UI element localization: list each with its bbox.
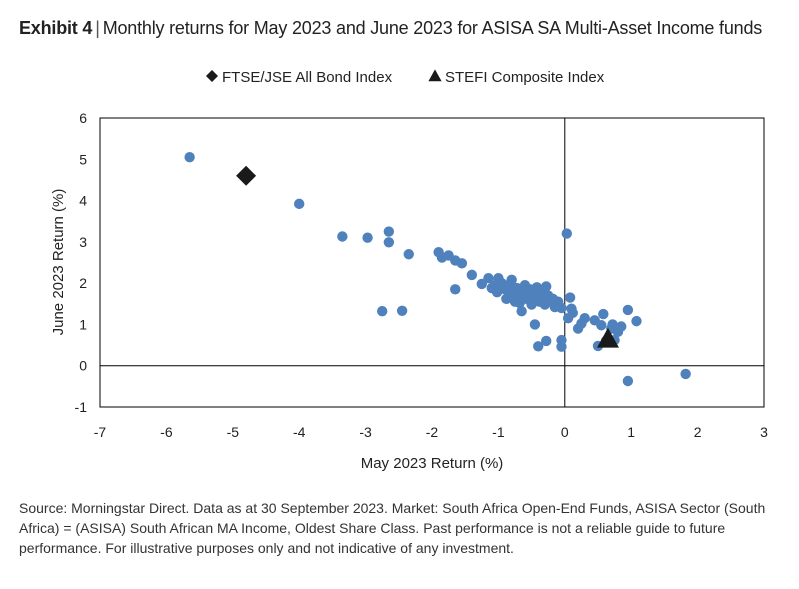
fund-point: [506, 274, 517, 286]
legend-item: FTSE/JSE All Bond Index: [206, 69, 393, 86]
y-tick-label: 6: [79, 110, 87, 126]
stefi-index-point: [596, 327, 619, 348]
x-tick-label: -1: [492, 424, 505, 440]
fund-point: [598, 308, 609, 320]
fund-point: [564, 292, 576, 303]
y-tick-label: 3: [79, 234, 87, 250]
fund-point: [631, 315, 642, 327]
chart-title: Exhibit 4 | Monthly returns for May 2023 a…: [19, 18, 762, 39]
fund-point: [396, 305, 408, 317]
y-tick-label: 1: [79, 316, 87, 332]
y-tick-label: -1: [75, 399, 88, 415]
exhibit-label: Exhibit 4: [19, 18, 93, 38]
x-tick-label: -5: [227, 424, 240, 440]
fund-point: [184, 152, 195, 163]
x-tick-label: -7: [94, 424, 107, 440]
legend-label: FTSE/JSE All Bond Index: [222, 69, 393, 86]
tick-labels: -7 -6 -5 -4 -3 -2 -1 0 1 2 3 -1 0 1 2 3 4 5 6: [75, 110, 769, 440]
fund-point: [466, 269, 478, 281]
axis-lines: [100, 118, 764, 407]
fund-point: [383, 226, 395, 237]
fund-point: [556, 341, 567, 352]
x-axis-label: May 2023 Return (%): [361, 455, 504, 472]
diamond-icon: [206, 70, 218, 82]
fund-point: [294, 198, 305, 210]
legend: FTSE/JSE All Bond Index STEFI Composite I…: [206, 69, 605, 86]
fund-point: [383, 237, 395, 248]
title-text: Monthly returns for May 2023 and June 20…: [102, 18, 763, 38]
x-tick-label: 0: [561, 424, 569, 440]
x-tick-label: 3: [760, 424, 768, 440]
fund-point: [483, 272, 494, 284]
x-tick-label: -6: [160, 424, 173, 440]
x-tick-label: 2: [694, 424, 702, 440]
plot-area-frame: [99, 117, 765, 408]
title-separator: |: [95, 18, 100, 38]
fund-point: [450, 284, 461, 295]
fund-point: [337, 231, 348, 242]
fund-point: [561, 228, 572, 239]
data-points: [184, 152, 691, 387]
y-tick-label: 2: [79, 275, 87, 291]
fund-point: [516, 306, 527, 317]
fund-point: [541, 281, 552, 292]
y-tick-label: 4: [79, 193, 87, 209]
source-footnote: Source: Morningstar Direct. Data as at 3…: [19, 500, 766, 556]
fund-point: [362, 232, 373, 243]
fund-point: [529, 319, 541, 330]
x-tick-label: 1: [627, 424, 635, 440]
fund-point: [616, 321, 627, 332]
triangle-icon: [428, 69, 442, 82]
y-axis-label: June 2023 Return (%): [50, 189, 67, 336]
fund-point: [403, 249, 414, 260]
fund-point: [622, 375, 634, 387]
fund-point: [377, 306, 388, 317]
fund-point: [533, 341, 544, 352]
x-tick-label: -4: [293, 424, 306, 440]
fund-point: [596, 320, 607, 331]
legend-item: STEFI Composite Index: [428, 69, 605, 86]
fund-point: [607, 319, 618, 330]
y-tick-label: 5: [79, 151, 87, 167]
fund-point: [491, 287, 503, 298]
fund-point: [541, 335, 552, 347]
fund-point: [622, 304, 634, 316]
fund-point: [680, 368, 691, 380]
legend-label: STEFI Composite Index: [445, 69, 605, 86]
y-tick-label: 0: [79, 358, 87, 374]
fund-point: [556, 302, 567, 314]
bond-index-point: [236, 165, 257, 186]
fund-point: [456, 258, 468, 269]
x-tick-label: -2: [426, 424, 439, 440]
scatter-chart: FTSE/JSE All Bond Index STEFI Composite I…: [50, 69, 769, 472]
x-tick-label: -3: [359, 424, 372, 440]
fund-point: [567, 307, 578, 319]
fund-point: [579, 313, 590, 324]
